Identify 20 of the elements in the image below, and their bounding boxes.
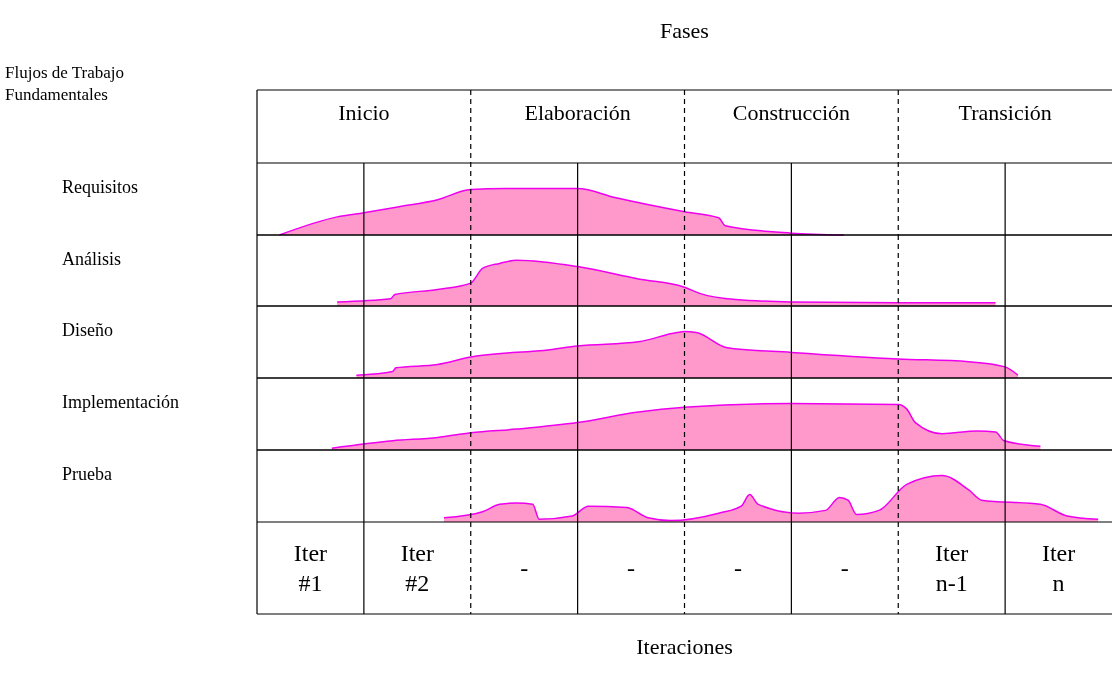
y-axis-title: Diseño bbox=[62, 320, 113, 340]
text: Flujos de Trabajo Fundamentales bbox=[5, 63, 125, 104]
text: Inicio bbox=[338, 100, 390, 125]
x-tick-label: - bbox=[520, 555, 529, 581]
y-axis-title: Requisitos bbox=[62, 177, 139, 197]
x-tick-label: - bbox=[627, 555, 636, 581]
x-tick-label: - bbox=[840, 555, 849, 581]
x-tick-label: Iter #2 bbox=[400, 540, 434, 596]
x-tick-label: Iter #1 bbox=[293, 540, 328, 596]
chart-title: Fases bbox=[660, 18, 709, 43]
x-tick-label: Iter n bbox=[1041, 540, 1076, 596]
x-tick-label: - bbox=[733, 555, 742, 581]
y-axis-title: Análisis bbox=[62, 249, 122, 269]
text: Transición bbox=[958, 100, 1052, 125]
x-axis-title: Iteraciones bbox=[636, 634, 733, 659]
x-tick-label: Iter n-1 bbox=[935, 540, 969, 596]
text: Construcción bbox=[732, 100, 851, 125]
y-axis-title: Implementación bbox=[62, 392, 179, 412]
y-axis-title: Prueba bbox=[62, 464, 112, 484]
text: Elaboración bbox=[524, 100, 631, 125]
